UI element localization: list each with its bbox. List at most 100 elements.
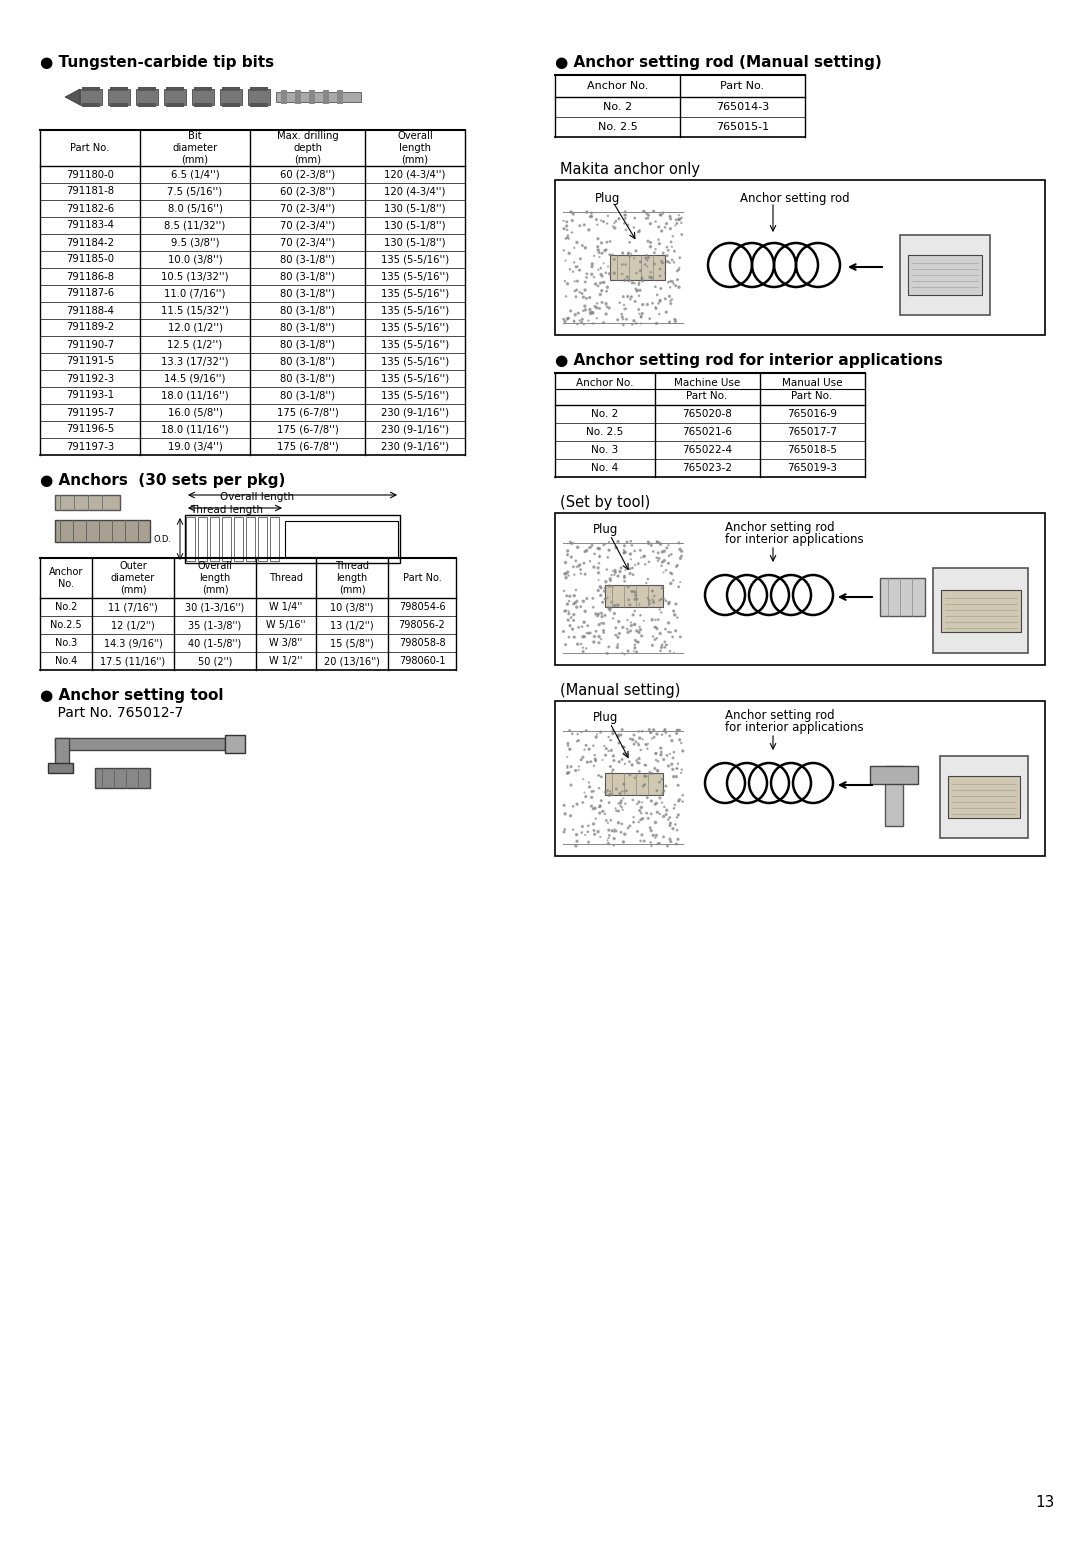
Text: 80 (3-1/8''): 80 (3-1/8'') <box>280 323 335 332</box>
Point <box>627 640 645 664</box>
Point <box>671 207 688 232</box>
Point <box>602 728 619 752</box>
Point <box>567 834 584 859</box>
Point <box>615 312 632 337</box>
Point <box>590 238 607 263</box>
Point <box>643 819 660 844</box>
Text: No. 4: No. 4 <box>592 464 619 473</box>
Point <box>624 579 642 604</box>
Text: Anchor No.: Anchor No. <box>577 379 634 388</box>
Point <box>613 748 631 772</box>
Point <box>569 632 586 657</box>
Point <box>580 309 597 334</box>
Text: 80 (3-1/8''): 80 (3-1/8'') <box>280 340 335 349</box>
Bar <box>555 513 1045 664</box>
Point <box>640 531 658 556</box>
Point <box>562 256 579 281</box>
Point <box>581 774 598 799</box>
Point <box>555 620 572 644</box>
Point <box>564 201 581 226</box>
Point <box>662 811 679 836</box>
Point <box>575 624 592 649</box>
Point <box>567 284 584 309</box>
Point <box>631 746 648 771</box>
Point <box>613 304 631 329</box>
Point <box>564 209 581 233</box>
Point <box>620 816 637 840</box>
Point <box>673 222 690 247</box>
Point <box>625 810 643 834</box>
Point <box>575 745 592 769</box>
Point <box>600 243 618 267</box>
Point <box>653 791 671 816</box>
Point <box>612 820 630 845</box>
Text: Part No. 765012-7: Part No. 765012-7 <box>40 706 184 720</box>
Point <box>669 756 686 780</box>
Point <box>643 533 660 558</box>
Point <box>619 530 636 555</box>
Point <box>599 825 617 850</box>
Text: 791195-7: 791195-7 <box>66 408 114 417</box>
Point <box>610 799 627 823</box>
Point <box>565 260 582 284</box>
Text: Plug: Plug <box>593 524 619 536</box>
Point <box>603 739 620 763</box>
Point <box>593 576 610 601</box>
Point <box>559 559 577 584</box>
Point <box>613 796 631 820</box>
Point <box>659 249 676 273</box>
Point <box>613 641 631 666</box>
Text: Outer
diameter
(mm): Outer diameter (mm) <box>111 561 156 595</box>
Point <box>649 759 666 783</box>
Point <box>664 624 681 649</box>
Point <box>656 586 673 610</box>
Point <box>651 802 669 827</box>
Point <box>573 311 591 335</box>
Point <box>591 776 608 800</box>
Point <box>582 749 599 774</box>
Point <box>625 805 643 830</box>
Point <box>621 230 638 255</box>
Text: 765015-1: 765015-1 <box>716 122 769 131</box>
Point <box>613 779 631 803</box>
Point <box>566 562 583 587</box>
Point <box>593 604 610 629</box>
Point <box>586 542 604 567</box>
Point <box>565 309 582 334</box>
Point <box>660 754 677 779</box>
Point <box>590 536 607 561</box>
Point <box>654 825 672 850</box>
Point <box>667 618 685 643</box>
Point <box>561 599 578 624</box>
Point <box>640 550 658 575</box>
Point <box>576 624 593 649</box>
Text: 791196-5: 791196-5 <box>66 425 114 434</box>
Point <box>662 230 679 255</box>
Point <box>622 542 639 567</box>
Point <box>634 269 651 294</box>
Point <box>625 215 643 239</box>
Point <box>647 793 664 817</box>
Point <box>583 779 600 803</box>
Point <box>650 831 667 856</box>
Point <box>611 290 629 315</box>
Point <box>639 731 657 756</box>
Point <box>666 793 684 817</box>
Point <box>624 603 642 627</box>
Point <box>585 555 603 579</box>
Point <box>565 592 582 616</box>
Point <box>636 199 653 224</box>
Point <box>663 247 680 272</box>
Point <box>561 589 578 613</box>
Point <box>661 250 678 275</box>
Point <box>638 737 656 762</box>
Point <box>612 723 630 748</box>
Text: Anchor No.: Anchor No. <box>586 80 648 91</box>
Point <box>609 632 626 657</box>
Point <box>557 632 575 657</box>
Point <box>651 289 669 314</box>
Point <box>654 201 672 226</box>
Bar <box>605 772 663 796</box>
Point <box>594 799 611 823</box>
Bar <box>948 776 1020 817</box>
